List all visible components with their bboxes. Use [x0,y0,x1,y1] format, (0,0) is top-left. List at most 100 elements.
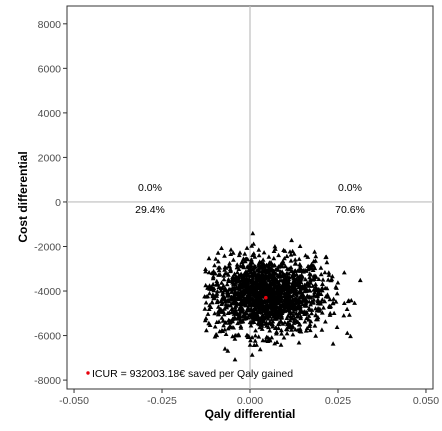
sim-point [203,282,209,288]
sim-point [251,342,257,347]
sim-point [251,251,257,256]
sim-point [307,275,312,280]
sim-point [277,303,283,309]
sim-point [231,257,236,262]
sim-point [249,243,255,248]
sim-point [249,320,254,325]
sim-point [222,286,228,291]
sim-point [298,315,304,321]
sim-point [297,294,303,300]
sim-point [230,279,236,284]
sim-point [290,285,296,290]
sim-point [309,311,314,316]
sim-point [220,318,226,323]
sim-point [294,293,300,298]
sim-point [311,274,317,280]
sim-point [242,251,248,256]
sim-point [279,278,285,283]
sim-point [221,294,227,300]
sim-point [268,301,274,306]
sim-point [271,268,276,273]
sim-point [202,306,208,311]
sim-point [303,328,309,333]
sim-point [259,310,265,315]
point-estimate-group [264,295,268,300]
sim-point [256,247,262,252]
sim-point [274,295,279,300]
sim-point [313,258,318,263]
sim-point [284,284,290,289]
sim-point [202,294,207,299]
sim-point [293,304,299,309]
sim-point [254,267,260,272]
sim-point [289,327,294,332]
sim-point [241,297,247,302]
sim-point [230,274,236,280]
sim-point [282,256,287,261]
sim-point [310,263,315,268]
sim-point [274,311,280,316]
sim-point [330,341,336,346]
sim-point [279,287,285,292]
sim-point [284,290,289,295]
sim-point [297,321,303,326]
sim-point [236,252,242,258]
sim-point [323,254,329,260]
sim-point [246,312,252,318]
sim-point [300,274,306,279]
sim-point [211,288,217,293]
sim-point [257,269,262,274]
sim-point [257,346,263,352]
sim-point [280,264,285,269]
sim-point [237,287,243,292]
sim-point [255,300,261,306]
sim-point [252,271,258,276]
sim-point [277,300,282,306]
sim-point [291,301,297,306]
sim-point [289,237,294,243]
sim-point [209,300,215,305]
sim-point [221,323,226,328]
sim-point [272,282,277,288]
x-tick-label: -0.050 [59,395,89,407]
sim-point [256,263,261,268]
sim-point [232,304,238,310]
sim-point [214,319,220,324]
sim-point [245,256,251,262]
sim-point [248,296,254,301]
sim-point [215,281,221,287]
sim-point [267,314,273,319]
y-tick-label: 8000 [38,19,62,31]
sim-point [210,275,216,281]
sim-point [307,327,313,333]
sim-point [308,318,314,324]
sim-point [229,325,235,330]
sim-point [222,253,227,258]
sim-point [258,294,264,299]
sim-point [219,245,224,250]
sim-point [263,267,268,272]
sim-point [229,301,235,306]
sim-point [216,265,221,270]
quadrant-upper-right-label: 0.0% [338,182,362,194]
sim-point [289,294,295,299]
sim-point [347,312,352,317]
sim-point [261,250,267,255]
sim-point [234,316,240,321]
sim-point [257,278,263,283]
sim-point [297,281,302,287]
sim-point [252,338,258,343]
sim-point [294,318,300,324]
legend: ICUR = 932003.18€ saved per Qaly gained [86,368,293,380]
sim-point [209,284,215,289]
sim-point [272,244,278,249]
sim-point [238,293,243,298]
sim-point [269,280,275,285]
sim-point [344,330,350,335]
sim-point [305,267,311,272]
sim-point [237,319,242,324]
sim-point [269,286,274,291]
sim-point [259,304,265,309]
y-tick-label: -2000 [34,241,61,253]
sim-point [206,255,212,261]
